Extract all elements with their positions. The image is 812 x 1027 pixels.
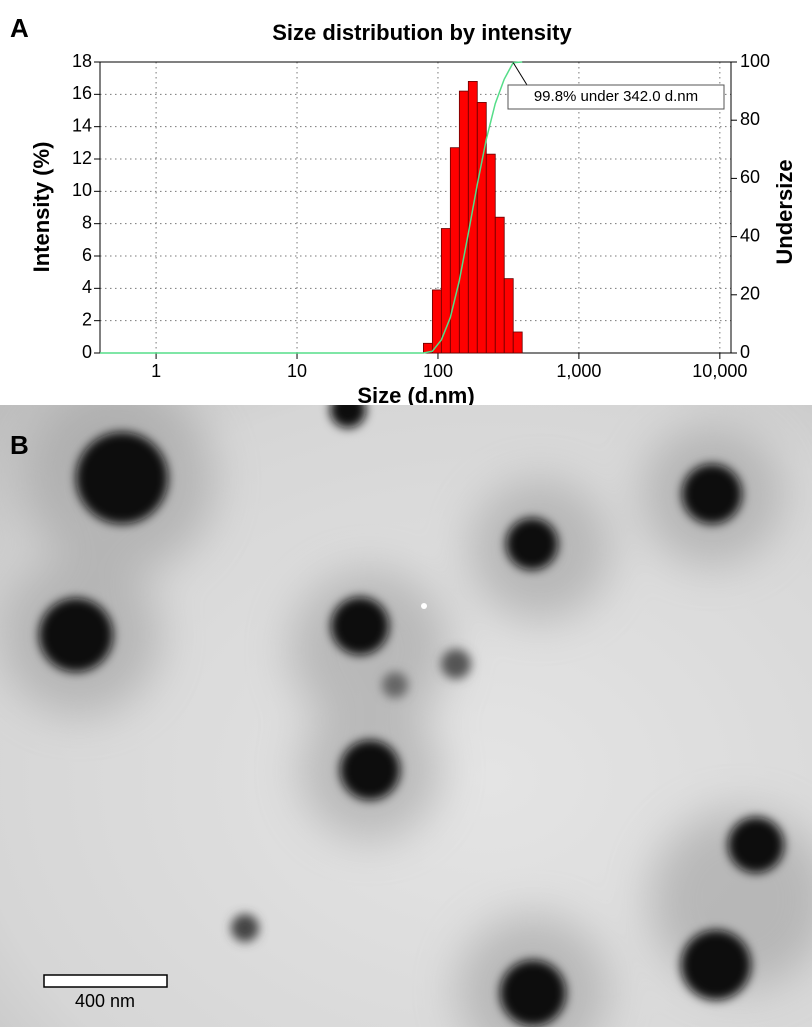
bright-spot	[421, 603, 427, 609]
x-tick-label: 10	[287, 361, 307, 381]
histogram-bar	[440, 228, 451, 354]
particle-layer	[39, 405, 784, 1026]
chart-title: Size distribution by intensity	[272, 20, 572, 45]
chart: Size distribution by intensity0246810121…	[29, 20, 797, 408]
y-tick-label: 12	[72, 148, 92, 168]
panel-label: A	[10, 13, 29, 43]
y-tick-label: 8	[82, 212, 92, 232]
y-tick-label: 14	[72, 115, 92, 135]
x-tick-label: 1,000	[556, 361, 601, 381]
x-tick-label: 10,000	[692, 361, 747, 381]
histogram-bar	[449, 147, 460, 354]
histogram-bar	[458, 90, 469, 354]
y2-tick-label: 80	[740, 109, 760, 129]
tem-image	[0, 405, 812, 1027]
annotation-box	[507, 84, 725, 110]
y2-tick-label: 100	[740, 51, 770, 71]
annotation-leader	[512, 62, 528, 86]
y2-tick-label: 60	[740, 167, 760, 187]
y-tick-label: 18	[72, 51, 92, 71]
scale-bar	[43, 974, 168, 988]
histogram-bar	[476, 102, 487, 354]
y-tick-label: 0	[82, 342, 92, 362]
undersize-line	[100, 61, 523, 354]
y-tick-label: 2	[82, 309, 92, 329]
histogram-bar	[512, 331, 523, 354]
y2-tick-label: 0	[740, 342, 750, 362]
y-tick-label: 16	[72, 83, 92, 103]
panel-label: B	[10, 430, 29, 460]
scale-bar-label: 400 nm	[75, 991, 135, 1011]
histogram-bar	[494, 216, 505, 354]
y2-axis-label: Undersize	[772, 159, 797, 264]
histogram-bar	[503, 278, 514, 354]
x-tick-label: 1	[151, 361, 161, 381]
y-tick-label: 4	[82, 277, 92, 297]
y-tick-label: 10	[72, 180, 92, 200]
histogram-bar	[467, 81, 478, 354]
histogram-bar	[485, 153, 496, 354]
y2-tick-label: 40	[740, 225, 760, 245]
histogram-bar	[431, 289, 442, 354]
x-tick-label: 100	[423, 361, 453, 381]
y-axis-label: Intensity (%)	[29, 142, 54, 273]
x-axis-label: Size (d.nm)	[357, 383, 474, 408]
y2-tick-label: 20	[740, 284, 760, 304]
y-tick-label: 6	[82, 245, 92, 265]
annotation-text: 99.8% under 342.0 d.nm	[534, 88, 698, 105]
